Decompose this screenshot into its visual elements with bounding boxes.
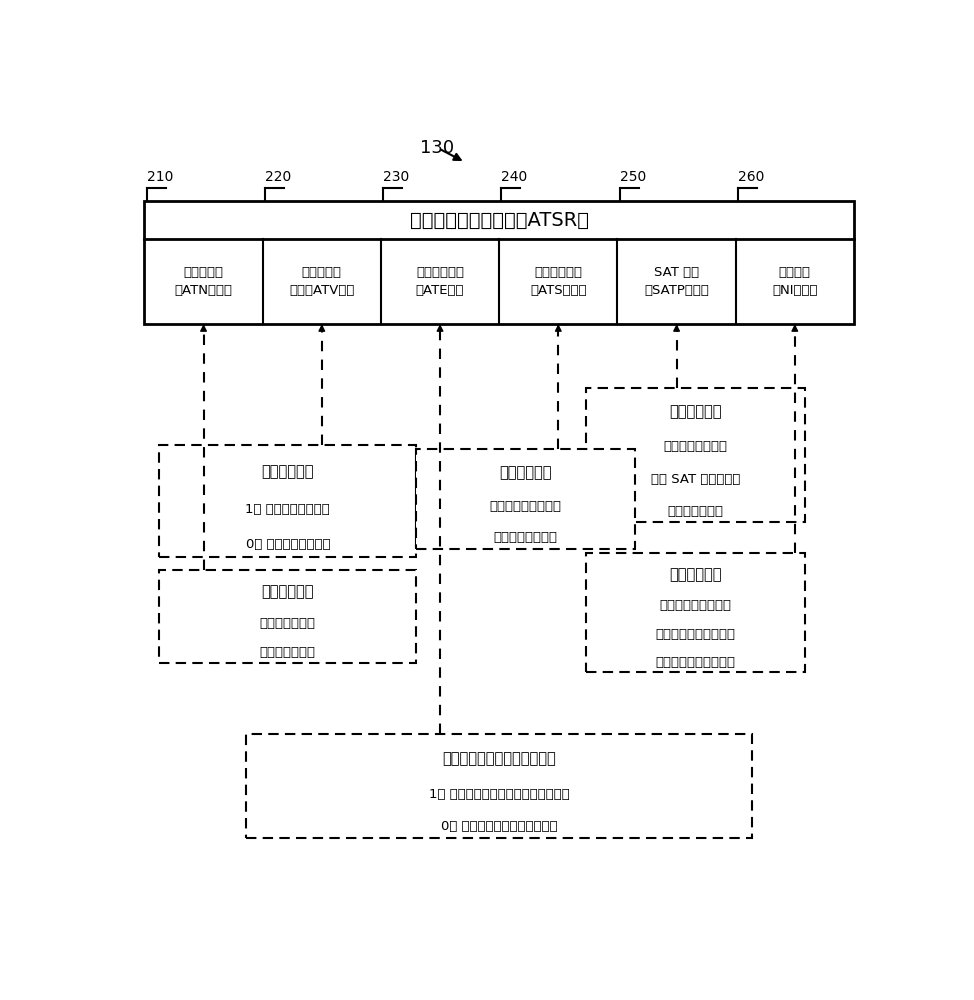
Text: 来自最近停止的、: 来自最近停止的、 [663,440,728,453]
Text: 辅助线程状态
（ATS）字段: 辅助线程状态 （ATS）字段 [530,266,586,297]
Text: 辅助线程执行
（ATE）位: 辅助线程执行 （ATE）位 [416,266,465,297]
Text: 下一指令
（NI）字段: 下一指令 （NI）字段 [772,266,817,297]
Text: 对应于跟随辅助硬件: 对应于跟随辅助硬件 [659,599,731,612]
Text: 1： 有效辅助硬件线程: 1： 有效辅助硬件线程 [245,503,330,516]
Text: 260: 260 [738,170,765,184]
Text: 指令的下一指令的地址: 指令的下一指令的地址 [656,656,735,669]
Text: 辅助线程号
（ATN）字段: 辅助线程号 （ATN）字段 [174,266,233,297]
Text: 线程所执行的最后一个: 线程所执行的最后一个 [656,628,735,641]
Text: 1： 一个或多个辅助硬件线程正在执行: 1： 一个或多个辅助硬件线程正在执行 [429,788,570,801]
Text: 线程的终止指示符: 线程的终止指示符 [494,531,557,544]
Text: 辅助线程号
有效（ATV）位: 辅助线程号 有效（ATV）位 [289,266,355,297]
Text: 0： 没有辅助硬件线程正在执行: 0： 没有辅助硬件线程正在执行 [441,820,557,833]
Text: 230: 230 [383,170,409,184]
Text: 发起线程加载: 发起线程加载 [262,464,314,479]
Text: 0： 无效辅助硬件线程: 0： 无效辅助硬件线程 [245,538,330,551]
Bar [246,734,752,838]
Text: 辅助线程加载: 辅助线程加载 [669,404,722,419]
Text: 硬件线程的参数: 硬件线程的参数 [667,505,724,518]
Text: 210: 210 [147,170,173,184]
Text: 辅助线程加载: 辅助线程加载 [669,567,722,582]
Text: 220: 220 [265,170,291,184]
Text: 发起线程加载: 发起线程加载 [262,585,314,600]
Bar [144,201,854,324]
Text: 最近发起的辅助: 最近发起的辅助 [260,617,316,630]
Text: 发起线程设置，辅助线程清零: 发起线程设置，辅助线程清零 [442,751,556,766]
Text: 硬件线程的号码: 硬件线程的号码 [260,646,316,659]
Text: 执行 SAT 指令的辅助: 执行 SAT 指令的辅助 [651,473,740,486]
Text: SAT 参数
（SATP）字段: SAT 参数 （SATP）字段 [644,266,709,297]
Text: 最近终止的辅助硬件: 最近终止的辅助硬件 [490,500,562,513]
Bar [160,570,416,663]
Text: 240: 240 [502,170,528,184]
Bar [586,388,805,522]
Bar [416,449,635,549]
Text: 250: 250 [619,170,646,184]
Text: 辅助线程加载: 辅助线程加载 [500,465,552,480]
Bar [586,553,805,672]
Bar [160,445,416,557]
Text: 130: 130 [420,139,454,157]
Text: 辅助线程状态寄存器（ATSR）: 辅助线程状态寄存器（ATSR） [410,211,588,230]
